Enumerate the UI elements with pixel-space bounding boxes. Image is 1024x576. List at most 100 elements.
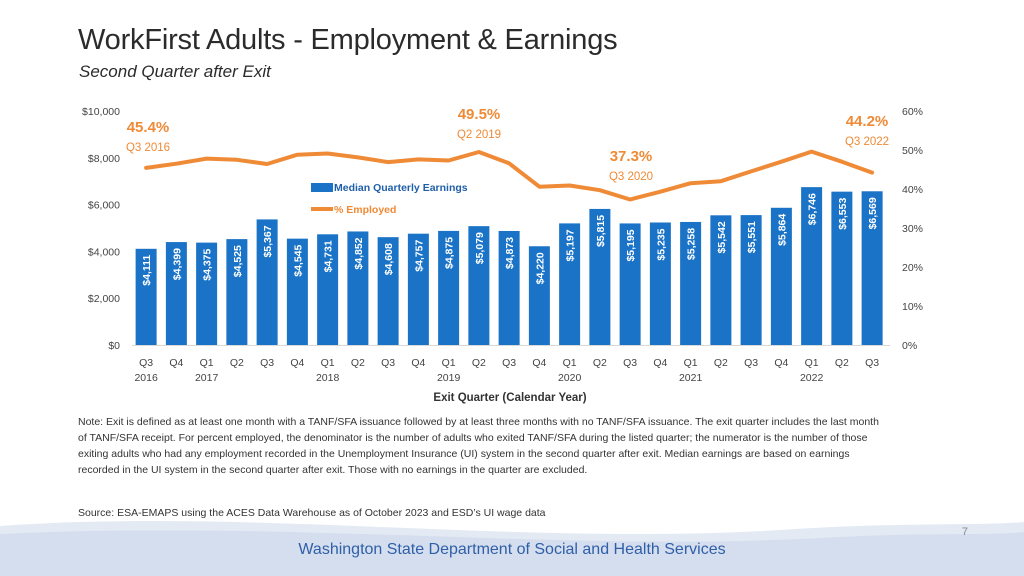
annotation-period: Q3 2020 [609,171,653,183]
annotation-period: Q2 2019 [457,129,501,141]
right-tick-label: 50% [902,145,923,157]
earnings-bar-label: $6,553 [837,198,849,230]
left-tick-label: $8,000 [88,153,120,165]
legend-label-earnings: Median Quarterly Earnings [334,182,468,194]
left-axis: $0 $2,000 $4,000 $6,000 $8,000 $10,000 [82,106,120,352]
x-tick-label: Q3 [744,357,758,369]
annotation-value: 45.4% [127,119,170,136]
x-tick-label: Q2 [593,357,607,369]
employed-point [235,158,239,162]
earnings-bar [801,187,823,345]
source-text: Source: ESA-EMAPS using the ACES Data Wa… [78,507,546,519]
employed-point [326,152,330,156]
x-tick-label: Q4 [411,357,425,369]
x-tick-label: Q3 [623,357,637,369]
earnings-bar [498,230,520,345]
employed-point [628,198,632,202]
employed-point [749,169,753,173]
right-tick-label: 20% [902,262,923,274]
organization-footer: Washington State Department of Social an… [298,541,726,558]
earnings-bar [196,242,218,345]
x-year-label: 2019 [437,372,461,384]
earnings-bar [649,222,671,345]
earnings-bar [680,221,702,345]
earnings-bar [286,238,308,345]
earnings-bar [619,223,641,345]
earnings-bar-label: $5,864 [776,214,788,246]
right-tick-label: 30% [902,223,923,235]
x-tick-label: Q2 [714,357,728,369]
earnings-bar [528,246,550,345]
earnings-bar-label: $5,197 [565,229,577,261]
employed-point [689,181,693,185]
employed-point [779,160,783,164]
earnings-bar [559,223,581,345]
right-tick-label: 40% [902,184,923,196]
earnings-bar [710,215,732,345]
x-tick-label: Q1 [684,357,698,369]
left-tick-label: $6,000 [88,200,120,212]
earnings-bar-label: $4,873 [504,237,516,269]
earnings-bar-label: $4,608 [383,243,395,275]
x-axis: Q3 Q4 Q1 Q2 Q3 Q4 Q1 Q2 Q3 Q4 Q1 Q2 Q3 Q4 Q1 Q2 Q3 Q4 Q1 Q2… [134,357,879,384]
right-axis: 0% 10% 20% 30% 40% 50% 60% [902,106,923,352]
earnings-bar [740,215,762,345]
x-year-label: 2020 [558,372,582,384]
x-tick-label: Q1 [200,357,214,369]
x-year-label: 2016 [134,372,158,384]
x-tick-label: Q2 [835,357,849,369]
employed-point [568,183,572,187]
footnote: Note: Exit is defined as at least one mo… [78,416,879,476]
x-tick-label: Q3 [502,357,516,369]
earnings-bar-label: $5,258 [686,228,698,260]
x-tick-label: Q4 [774,357,788,369]
employed-point [447,159,451,163]
earnings-bar-label: $4,525 [232,245,244,277]
earnings-bar [407,233,429,345]
footer-wave [0,521,1024,576]
employed-point [295,153,299,157]
earnings-bar [317,234,339,345]
employed-point [265,162,269,166]
left-tick-label: $2,000 [88,293,120,305]
x-tick-label: Q2 [472,357,486,369]
earnings-bar [831,191,853,345]
earnings-bar-label: $4,757 [413,240,425,272]
employed-point [174,162,178,166]
line-series-group [144,149,875,202]
earnings-bar-label: $5,235 [655,228,667,260]
annotation-period: Q3 2016 [126,142,170,154]
earnings-bar-label: $5,542 [716,221,728,253]
earnings-bar-label: $5,551 [746,221,758,253]
earnings-bar-label: $4,220 [534,252,546,284]
employed-point [840,160,844,164]
earnings-bar [861,191,883,345]
earnings-bar-label: $5,079 [474,232,486,264]
earnings-bar-label: $4,852 [353,237,365,269]
x-tick-label: Q3 [139,357,153,369]
earnings-bar-label: $5,195 [625,229,637,261]
employed-point [416,157,420,161]
employed-point [477,150,481,154]
annotations-group: 45.4% Q3 2016 49.5% Q2 2019 37.3% Q3 2020 44.2… [126,106,889,183]
x-tick-label: Q2 [230,357,244,369]
employed-point [537,185,541,189]
legend: Median Quarterly Earnings % Employed [311,182,468,216]
earnings-bar-label: $6,746 [807,193,819,225]
employed-point [507,161,511,165]
employed-point [205,157,209,161]
x-tick-label: Q1 [442,357,456,369]
employed-point [598,188,602,192]
earnings-bar [589,208,611,345]
employed-point [719,179,723,183]
earnings-bar [135,248,157,345]
annotation-value: 49.5% [458,106,501,123]
x-year-label: 2018 [316,372,340,384]
earnings-bar-label: $4,545 [292,244,304,276]
left-tick-label: $0 [108,340,120,352]
x-year-label: 2022 [800,372,824,384]
earnings-bar [438,230,460,345]
annotation-period: Q3 2022 [845,136,889,148]
bar-labels-group: $4,111 $4,399 $4,375 $4,525 $5,367 $4,545 $4,7… [141,193,879,286]
x-tick-label: Q4 [532,357,546,369]
